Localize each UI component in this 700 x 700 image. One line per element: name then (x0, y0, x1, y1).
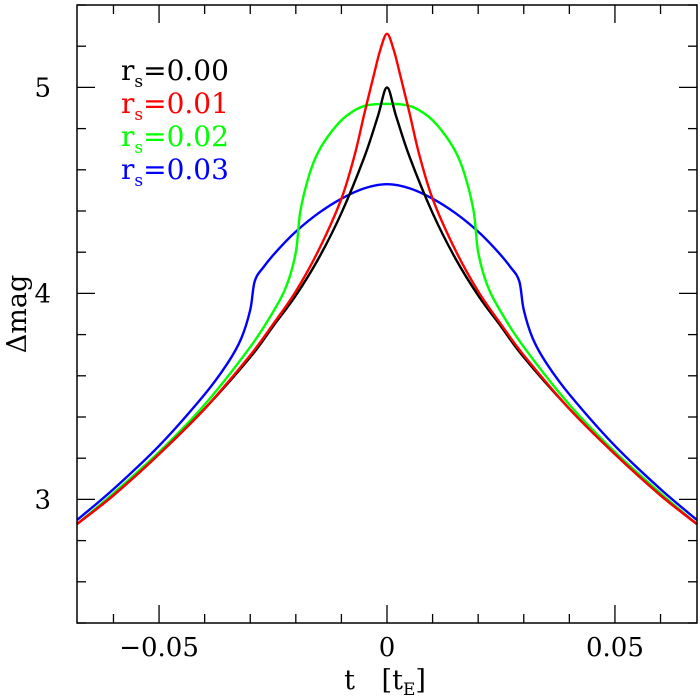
y-tick-label: 4 (34, 279, 51, 309)
x-axis-variable: t (344, 665, 355, 696)
x-tick-label: 0.05 (586, 633, 644, 663)
plot-lines (76, 32, 698, 526)
legend-entry: rs=0.03 (121, 153, 229, 191)
tick-labels: −0.05 0 0.05 3 4 5 (34, 73, 643, 663)
legend-entry: rs=0.00 (121, 54, 229, 92)
x-tick-label: 0 (379, 633, 396, 663)
plot-frame (76, 4, 698, 624)
y-tick-label: 5 (34, 73, 51, 103)
x-axis-label: t [tE] (344, 665, 426, 700)
legend-entry: rs=0.01 (121, 87, 229, 125)
y-tick-label: 3 (34, 485, 51, 515)
series-line-rs-0-01 (76, 32, 698, 526)
x-tick-label: −0.05 (119, 633, 199, 663)
x-axis-unit-subscript: E (403, 680, 415, 700)
series-line-rs-0-03 (76, 183, 698, 521)
axis-ticks (77, 4, 697, 624)
series-line-rs-0-02 (76, 102, 698, 526)
x-axis-unit: t (392, 665, 403, 696)
legend-entry: rs=0.02 (121, 120, 229, 158)
y-axis-label: Δmag (2, 275, 33, 353)
